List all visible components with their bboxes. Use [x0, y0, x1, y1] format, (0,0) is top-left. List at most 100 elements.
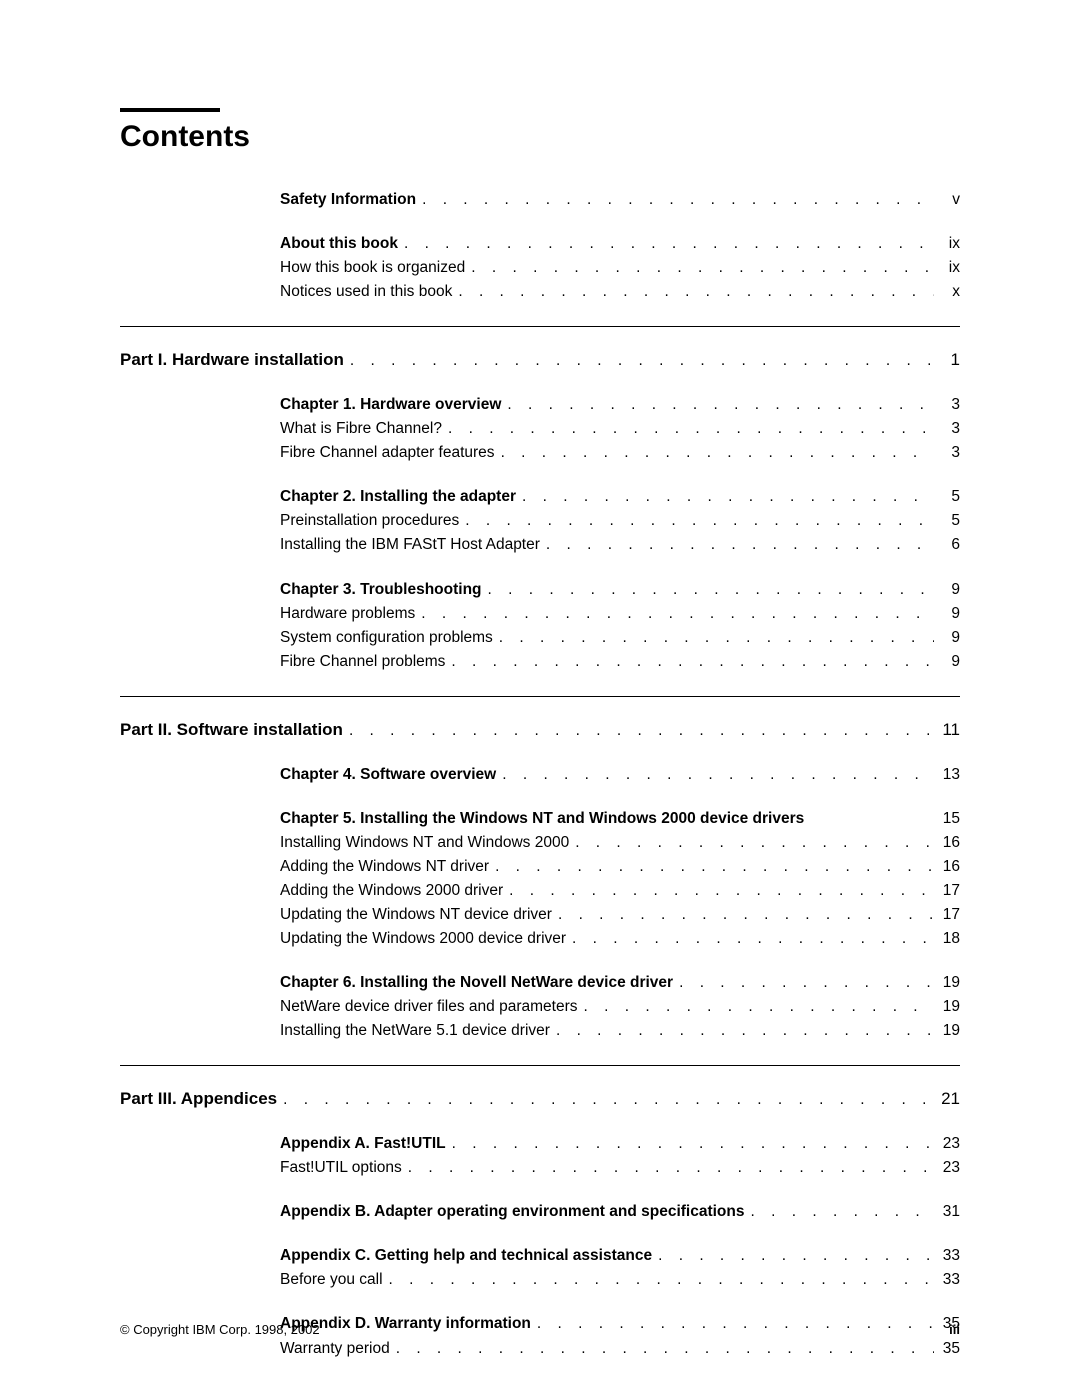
toc-leader: [652, 1244, 934, 1268]
toc-leader: [344, 349, 934, 373]
toc-leader: [446, 1132, 934, 1156]
toc-leader: [398, 232, 934, 256]
toc-entry: Appendix A. Fast!UTIL23: [280, 1132, 960, 1156]
toc-page: 35: [934, 1337, 960, 1361]
toc-block: Chapter 1. Hardware overview3What is Fib…: [280, 393, 960, 465]
toc-leader: [493, 626, 934, 650]
toc-entry: Chapter 5. Installing the Windows NT and…: [280, 807, 960, 831]
page-number: iii: [949, 1322, 960, 1337]
toc-label: Chapter 5. Installing the Windows NT and…: [280, 807, 804, 831]
toc-entry: Chapter 3. Troubleshooting 9: [280, 578, 960, 602]
toc-entry: Installing the IBM FAStT Host Adapter6: [280, 533, 960, 557]
toc-entry: What is Fibre Channel?3: [280, 417, 960, 441]
toc-label: What is Fibre Channel?: [280, 417, 442, 441]
toc-leader: [415, 602, 934, 626]
toc-entry: NetWare device driver files and paramete…: [280, 995, 960, 1019]
toc-label: Fast!UTIL options: [280, 1156, 402, 1180]
toc-entry: Updating the Windows 2000 device driver 1…: [280, 927, 960, 951]
toc-block: Chapter 4. Software overview13: [280, 763, 960, 787]
toc-label: Notices used in this book: [280, 280, 452, 304]
toc-leader: [503, 879, 934, 903]
section-gap: [120, 1180, 960, 1200]
toc-label: System configuration problems: [280, 626, 493, 650]
section-gap: [120, 558, 960, 578]
section-gap: [120, 1112, 960, 1132]
toc-label: How this book is organized: [280, 256, 465, 280]
toc-leader: [501, 393, 934, 417]
toc-page: 19: [934, 971, 960, 995]
toc-page: 33: [934, 1268, 960, 1292]
toc-page: 33: [934, 1244, 960, 1268]
copyright-text: © Copyright IBM Corp. 1998, 2002: [120, 1322, 320, 1337]
toc-entry: System configuration problems 9: [280, 626, 960, 650]
toc-page: 5: [934, 485, 960, 509]
toc-block: Appendix A. Fast!UTIL23Fast!UTIL options…: [280, 1132, 960, 1180]
toc-entry: Before you call 33: [280, 1268, 960, 1292]
toc-label: Part II. Software installation: [120, 717, 343, 743]
toc-entry: Installing Windows NT and Windows 200016: [280, 831, 960, 855]
toc-label: Appendix B. Adapter operating environmen…: [280, 1200, 745, 1224]
section-gap: [120, 1224, 960, 1244]
toc-label: Chapter 3. Troubleshooting: [280, 578, 482, 602]
toc-entry: Chapter 1. Hardware overview3: [280, 393, 960, 417]
section-gap: [120, 951, 960, 971]
toc-entry: Fibre Channel adapter features3: [280, 441, 960, 465]
toc-page: 5: [934, 509, 960, 533]
toc-leader: [465, 256, 934, 280]
toc-entry: Warranty period35: [280, 1337, 960, 1361]
toc-part-heading: Part II. Software installation 11: [120, 717, 960, 743]
toc-entry: Chapter 4. Software overview13: [280, 763, 960, 787]
section-gap: [120, 1292, 960, 1312]
toc-block: About this bookixHow this book is organi…: [280, 232, 960, 304]
toc-page: 21: [934, 1086, 960, 1112]
toc-page: 18: [934, 927, 960, 951]
toc-entry: Appendix C. Getting help and technical a…: [280, 1244, 960, 1268]
toc-block: Appendix C. Getting help and technical a…: [280, 1244, 960, 1292]
toc-leader: [550, 1019, 934, 1043]
toc-label: Updating the Windows 2000 device driver: [280, 927, 566, 951]
toc-entry: Fast!UTIL options23: [280, 1156, 960, 1180]
toc-page: 9: [934, 650, 960, 674]
toc-leader: [540, 533, 934, 557]
toc-page: 9: [934, 578, 960, 602]
toc-entry: About this bookix: [280, 232, 960, 256]
toc-leader: [402, 1156, 934, 1180]
toc-page: 15: [934, 807, 960, 831]
toc-page: x: [934, 280, 960, 304]
toc-page: 9: [934, 626, 960, 650]
toc-page: 17: [934, 879, 960, 903]
toc-leader: [516, 485, 934, 509]
toc-entry: Notices used in this book x: [280, 280, 960, 304]
section-gap: [120, 212, 960, 232]
toc-leader: [566, 927, 934, 951]
toc-label: Hardware problems: [280, 602, 415, 626]
toc-entry: Updating the Windows NT device driver17: [280, 903, 960, 927]
toc-page: 1: [934, 347, 960, 373]
toc-label: Before you call: [280, 1268, 383, 1292]
toc-label: Fibre Channel adapter features: [280, 441, 495, 465]
toc-entry: Chapter 6. Installing the Novell NetWare…: [280, 971, 960, 995]
toc-page: 11: [934, 717, 960, 743]
page-footer: © Copyright IBM Corp. 1998, 2002 iii: [120, 1322, 960, 1337]
toc-label: Updating the Windows NT device driver: [280, 903, 552, 927]
toc-label: NetWare device driver files and paramete…: [280, 995, 578, 1019]
toc-page: 16: [934, 831, 960, 855]
toc-label: Appendix A. Fast!UTIL: [280, 1132, 446, 1156]
toc-leader: [343, 719, 934, 743]
toc-entry: Adding the Windows NT driver16: [280, 855, 960, 879]
toc-block: Appendix B. Adapter operating environmen…: [280, 1200, 960, 1224]
page-title: Contents: [120, 120, 960, 154]
toc-leader: [445, 650, 934, 674]
toc-label: Fibre Channel problems: [280, 650, 445, 674]
toc-page: 31: [934, 1200, 960, 1224]
section-gap: [120, 373, 960, 393]
toc-leader: [383, 1268, 934, 1292]
toc-label: Chapter 2. Installing the adapter: [280, 485, 516, 509]
toc-leader: [489, 855, 934, 879]
toc-label: Adding the Windows 2000 driver: [280, 879, 503, 903]
toc-label: About this book: [280, 232, 398, 256]
toc-entry: Safety Informationv: [280, 188, 960, 212]
title-rule: [120, 108, 220, 112]
toc-entry: Chapter 2. Installing the adapter 5: [280, 485, 960, 509]
toc-label: Chapter 6. Installing the Novell NetWare…: [280, 971, 673, 995]
